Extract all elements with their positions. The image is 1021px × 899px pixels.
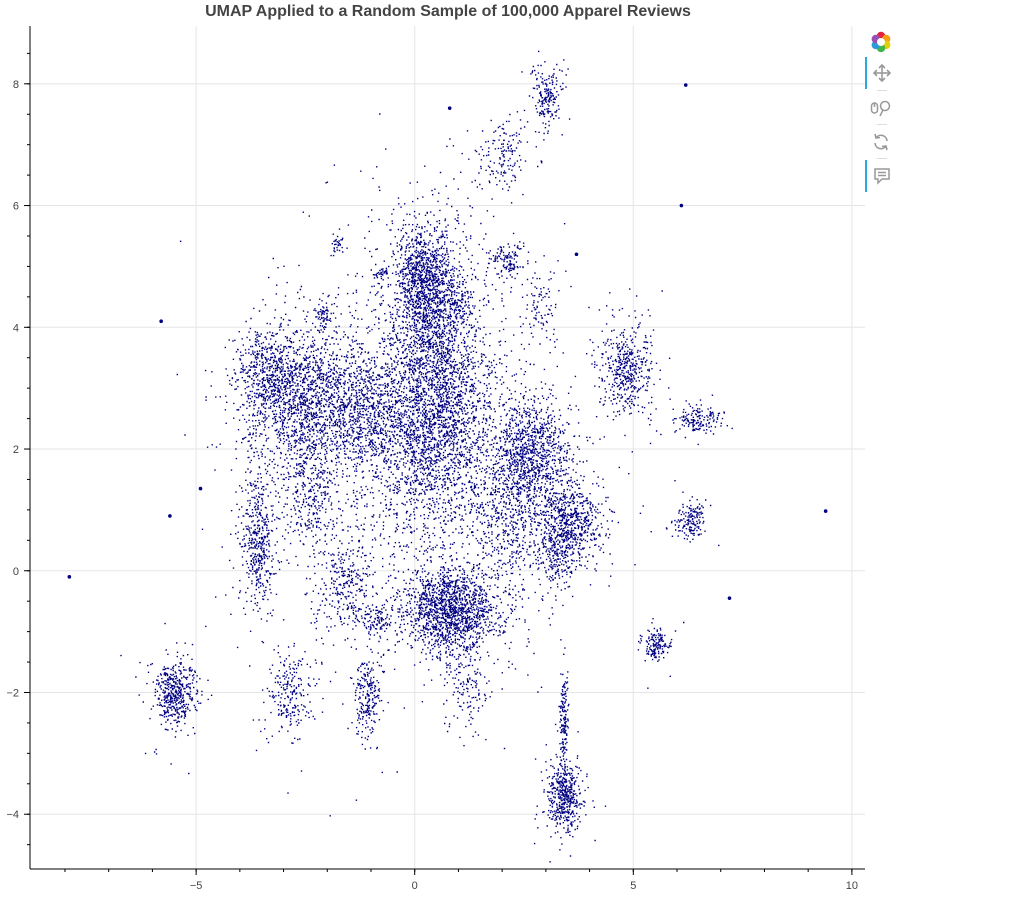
x-tick-label: 0 xyxy=(412,880,418,892)
wheel-zoom-tool-icon[interactable] xyxy=(865,92,897,124)
toolbar-separator xyxy=(877,158,887,159)
scatter-point[interactable] xyxy=(679,203,684,208)
x-tick-label: −5 xyxy=(190,880,203,892)
scatter-point-cloud[interactable] xyxy=(120,50,733,863)
scatter-plot[interactable]: −5 0 5 10 −4 −2 0 2 4 6 8 xyxy=(0,0,865,899)
scatter-point[interactable] xyxy=(198,486,203,491)
pan-tool-icon[interactable] xyxy=(865,57,897,89)
y-tick-label: 2 xyxy=(13,444,19,456)
y-tick-label: 4 xyxy=(13,322,19,334)
scatter-point[interactable] xyxy=(159,319,163,324)
y-tick-label: 6 xyxy=(13,201,19,213)
toolbar-separator xyxy=(877,124,887,125)
y-tick-label: 0 xyxy=(13,566,19,578)
reset-tool-icon[interactable] xyxy=(865,126,897,158)
hover-tool-icon[interactable] xyxy=(865,160,897,192)
scatter-point[interactable] xyxy=(447,106,452,110)
scatter-point[interactable] xyxy=(168,514,172,518)
scatter-points[interactable] xyxy=(67,50,828,863)
bokeh-logo-icon[interactable] xyxy=(865,26,897,58)
scatter-point[interactable] xyxy=(823,509,828,513)
x-tick-label: 10 xyxy=(846,880,858,892)
scatter-point[interactable] xyxy=(574,252,579,257)
scatter-point[interactable] xyxy=(683,83,688,87)
scatter-point[interactable] xyxy=(727,596,732,600)
toolbar-separator xyxy=(877,90,887,91)
axes: −5 0 5 10 −4 −2 0 2 4 6 8 xyxy=(6,26,865,892)
y-tick-label: −2 xyxy=(6,687,19,699)
x-tick-label: 5 xyxy=(630,880,636,892)
scatter-point[interactable] xyxy=(67,575,72,579)
chart-title: UMAP Applied to a Random Sample of 100,0… xyxy=(205,3,691,20)
y-tick-label: 8 xyxy=(13,79,19,91)
y-tick-label: −4 xyxy=(6,809,19,821)
grid-lines xyxy=(30,26,865,869)
